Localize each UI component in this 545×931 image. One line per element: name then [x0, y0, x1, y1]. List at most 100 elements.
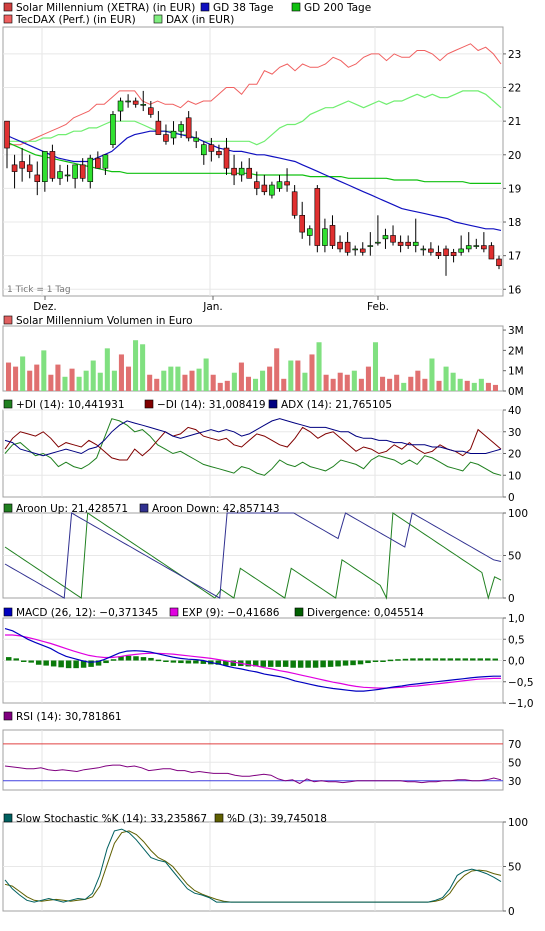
dmi-ytick-label: 20	[508, 449, 521, 461]
divergence-bar	[357, 660, 364, 665]
volume-bar	[111, 370, 117, 391]
volume-ytick-label: 1M	[508, 366, 524, 378]
tecdax-line	[5, 43, 502, 146]
volume-legend-label: Solar Millennium Volumen in Euro	[16, 315, 193, 327]
macd-ytick-label: 0,0	[508, 656, 525, 668]
volume-bar	[387, 378, 393, 391]
volume-bar	[168, 366, 174, 391]
macd-ytick-label: −0,5	[508, 677, 534, 689]
volume-bar	[55, 364, 61, 391]
volume-bar	[478, 378, 484, 391]
candle-body	[276, 181, 283, 189]
divergence-bar	[477, 658, 484, 661]
candle-body	[19, 161, 25, 169]
divergence-bar	[65, 660, 72, 669]
macd-legend-swatch	[3, 607, 13, 617]
candle-body	[412, 241, 419, 246]
dmi-legend-label: +DI (14): 10,441931	[16, 399, 125, 411]
price-xtick-label: Feb.	[367, 301, 389, 313]
dmi-ytick-label: 10	[508, 470, 521, 482]
volume-bar	[161, 370, 167, 391]
candle-body	[170, 130, 177, 139]
stoch-legend-swatch	[214, 813, 224, 823]
price-legend-swatch	[3, 14, 13, 24]
price-xtick-label: Jan.	[202, 301, 223, 313]
volume-bar	[20, 356, 26, 391]
price-legend-label: DAX (in EUR)	[166, 14, 234, 26]
candle-body	[322, 228, 328, 246]
candle-body	[64, 174, 71, 177]
divergence-bar	[372, 660, 379, 662]
divergence-bar	[13, 658, 19, 661]
divergence-bar	[380, 660, 386, 662]
volume-bar	[245, 376, 251, 391]
divergence-bar	[43, 660, 49, 666]
rsi-line	[4, 764, 502, 785]
macd-ytick-label: 0,5	[508, 634, 525, 646]
volume-bar	[436, 380, 442, 391]
candle-body	[488, 245, 495, 260]
candle-body	[79, 164, 86, 179]
candle-body	[140, 104, 147, 106]
divergence-bar	[327, 660, 334, 667]
volume-bar	[485, 382, 491, 391]
candle-body	[72, 164, 78, 179]
volume-bar	[189, 370, 195, 391]
price-ytick-label: 17	[508, 251, 521, 263]
volume-bar	[104, 348, 110, 391]
candle-body	[223, 147, 230, 169]
volume-bar	[48, 374, 54, 391]
volume-bar	[210, 374, 216, 391]
volume-bar	[175, 366, 181, 391]
divergence-bar	[447, 658, 454, 661]
price-xtick-label: Dez.	[33, 301, 56, 313]
candle-body	[148, 107, 154, 115]
volume-bar	[302, 372, 308, 391]
divergence-bar	[455, 658, 461, 661]
stoch-legend-swatch	[3, 813, 13, 823]
candle-body	[397, 241, 404, 246]
volume-bar	[394, 374, 400, 391]
dmi-legend-swatch	[144, 399, 154, 409]
price-ytick-label: 23	[508, 49, 521, 61]
divergence-bar	[267, 660, 274, 667]
candle-body	[314, 188, 321, 246]
rsi-ytick-label: 50	[508, 757, 521, 769]
candle-body	[329, 225, 336, 246]
volume-bar	[217, 382, 223, 391]
stoch-ytick-label: 100	[508, 817, 528, 829]
volume-bar	[365, 366, 371, 391]
volume-bar	[309, 354, 315, 391]
candle-body	[291, 191, 298, 216]
candle-body	[306, 228, 313, 236]
price-legend-swatch	[291, 2, 301, 12]
volume-bar	[224, 380, 230, 391]
volume-bar	[27, 370, 33, 391]
volume-ytick-label: 2M	[508, 345, 524, 357]
divergence-bar	[253, 660, 259, 667]
volume-bar	[492, 384, 498, 391]
macd-line	[4, 628, 501, 692]
candle-body	[163, 134, 169, 142]
volume-bar	[238, 362, 244, 391]
candle-body	[435, 251, 442, 256]
minus-di-line	[4, 426, 502, 461]
volume-bar	[62, 376, 68, 391]
price-legend-label: Solar Millennium (XETRA) (in EUR)	[16, 2, 195, 14]
divergence-bar	[492, 658, 498, 661]
volume-bar	[154, 378, 160, 391]
volume-bar	[147, 374, 153, 391]
volume-bar	[182, 374, 188, 391]
macd-ytick-label: −1,0	[508, 698, 534, 710]
candle-body	[238, 167, 245, 176]
volume-bar	[330, 378, 336, 391]
divergence-bar	[140, 657, 147, 661]
candle-body	[87, 157, 94, 182]
divergence-bar	[395, 659, 401, 661]
candle-body	[4, 120, 10, 149]
divergence-bar	[50, 660, 57, 667]
divergence-bar	[312, 660, 319, 668]
plus-di-line	[4, 418, 502, 476]
candle-body	[253, 181, 260, 189]
dmi-legend-swatch	[3, 399, 13, 409]
